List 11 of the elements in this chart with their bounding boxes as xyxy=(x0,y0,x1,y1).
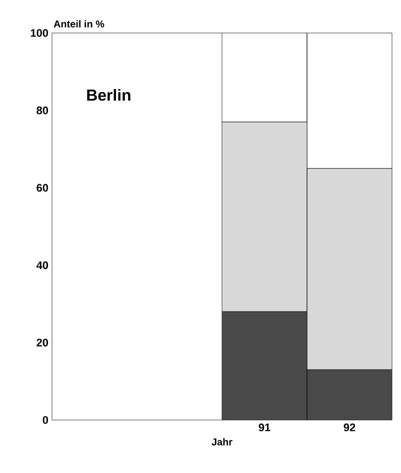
x-tick-label: 92 xyxy=(344,424,356,432)
y-tick-label: 60 xyxy=(36,184,48,192)
y-tick-label: 100 xyxy=(30,29,48,37)
x-tick-label: 91 xyxy=(258,424,270,432)
y-tick-label: 20 xyxy=(36,338,48,346)
x-axis-title: Jahr xyxy=(212,438,232,446)
y-axis-title: Anteil in % xyxy=(54,20,104,28)
y-tick-label: 0 xyxy=(42,416,48,424)
y-tick-label: 80 xyxy=(36,106,48,114)
y-tick-label: 40 xyxy=(36,261,48,270)
annotation: Berlin xyxy=(87,89,130,101)
